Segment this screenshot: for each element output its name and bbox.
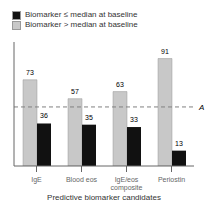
svg-text:35: 35 [85, 114, 93, 121]
svg-text:91: 91 [161, 48, 169, 55]
svg-text:33: 33 [130, 116, 138, 123]
svg-text:IgE: IgE [31, 176, 42, 184]
svg-text:36: 36 [40, 112, 48, 119]
svg-text:Periostin: Periostin [158, 176, 185, 183]
svg-text:63: 63 [116, 81, 124, 88]
html-text:Biomarker ≤ median at baseline: Biomarker ≤ median at baseline [25, 10, 138, 19]
svg-text:Blood eos: Blood eos [66, 176, 98, 183]
html-text:Biomarker > median at baseline: Biomarker > median at baseline [25, 20, 138, 29]
svg-text:57: 57 [71, 88, 79, 95]
svg-text:Predictive biomarker candidate: Predictive biomarker candidates [47, 193, 161, 202]
svg-text:13: 13 [175, 140, 183, 147]
svg-text:73: 73 [26, 69, 34, 76]
svg-text:A: A [198, 103, 204, 112]
svg-text:IgE/eoscomposite: IgE/eoscomposite [111, 176, 143, 192]
